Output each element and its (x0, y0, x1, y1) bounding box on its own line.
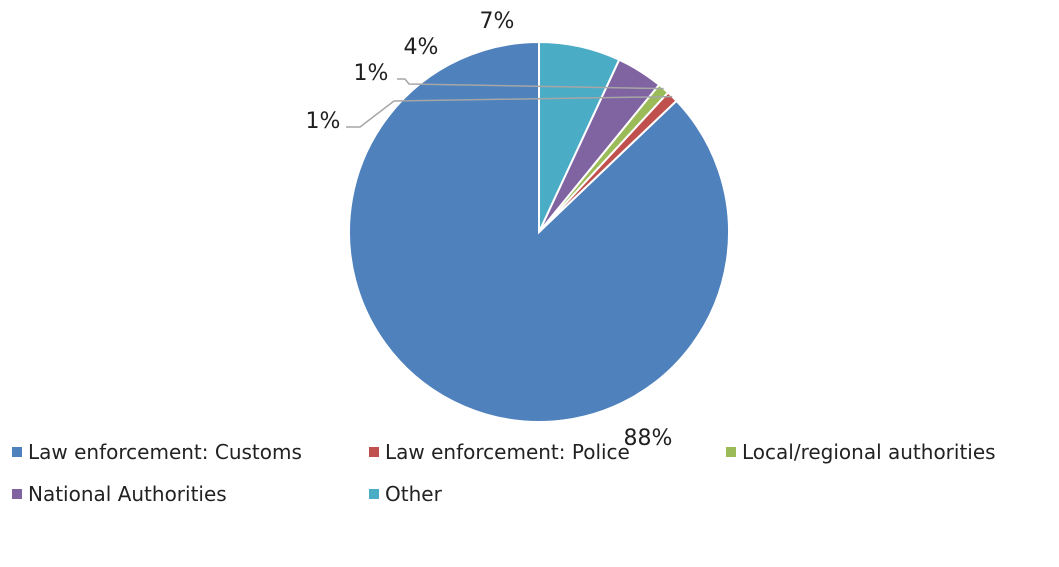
leader-line-police (346, 95, 673, 128)
data-labels: 88% 1% 1% 4% 7% (306, 9, 673, 451)
leader-lines (346, 78, 673, 128)
pie-slices (348, 40, 730, 423)
data-label-local-regional: 1% (354, 61, 389, 86)
data-label-police: 1% (306, 109, 341, 134)
data-label-customs: 88% (624, 426, 673, 451)
pie-slice-other (538, 40, 621, 233)
data-label-other: 7% (480, 9, 515, 34)
leader-line-local-regional (397, 78, 664, 90)
data-label-national: 4% (404, 35, 439, 60)
